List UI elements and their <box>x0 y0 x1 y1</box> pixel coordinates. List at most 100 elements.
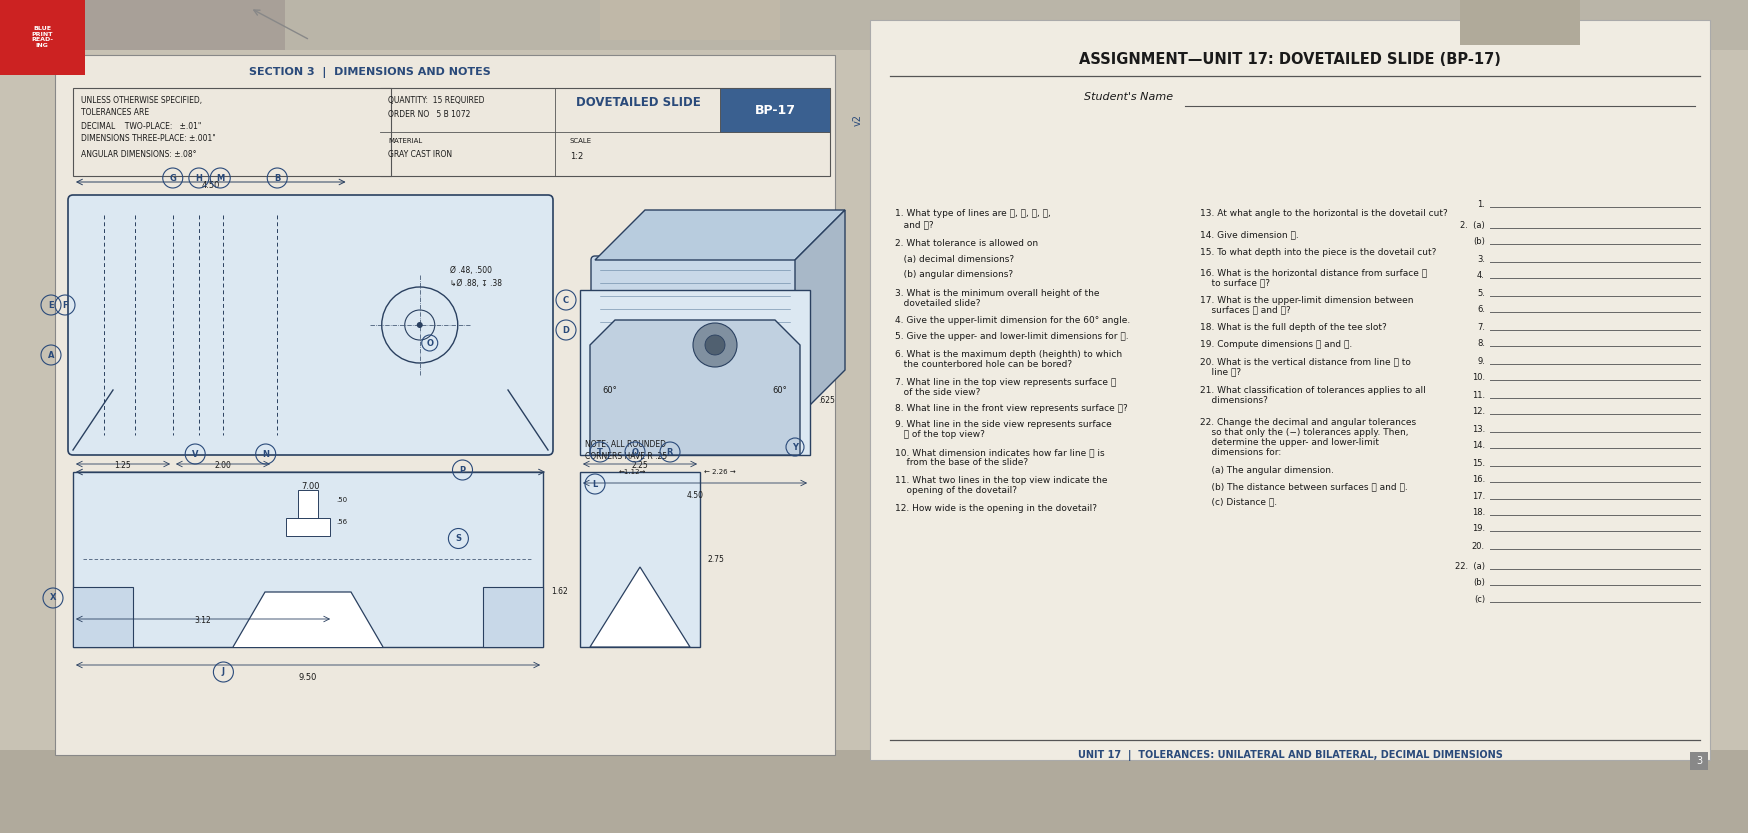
Text: 3.12: 3.12 <box>194 616 212 625</box>
Text: 15.: 15. <box>1472 459 1484 468</box>
Text: DIMENSIONS THREE-PLACE: ±.001": DIMENSIONS THREE-PLACE: ±.001" <box>80 134 215 143</box>
Text: 17. What is the upper-limit dimension between: 17. What is the upper-limit dimension be… <box>1199 296 1412 305</box>
Text: J: J <box>222 667 225 676</box>
FancyBboxPatch shape <box>68 195 552 455</box>
Text: 1.62: 1.62 <box>551 586 568 596</box>
Text: 60°: 60° <box>773 386 787 395</box>
Text: 22. Change the decimal and angular tolerances: 22. Change the decimal and angular toler… <box>1199 418 1416 426</box>
Text: 8.: 8. <box>1475 339 1484 348</box>
Text: C: C <box>563 296 568 305</box>
Text: 7.: 7. <box>1475 322 1484 332</box>
Text: (c) Distance Ⓟ.: (c) Distance Ⓟ. <box>1199 497 1276 506</box>
Text: M: M <box>217 173 224 182</box>
Text: T: T <box>596 447 603 456</box>
Text: 1. What type of lines are Ⓑ, Ⓒ, Ⓗ, ⓔ,: 1. What type of lines are Ⓑ, Ⓒ, Ⓗ, ⓔ, <box>895 209 1051 218</box>
Text: v2: v2 <box>853 114 862 126</box>
Text: ← 2.26 →: ← 2.26 → <box>704 469 736 475</box>
Bar <box>287 518 330 536</box>
Text: TOLERANCES ARE: TOLERANCES ARE <box>80 108 149 117</box>
Text: BLUE
PRINT
READ-
ING: BLUE PRINT READ- ING <box>31 26 52 48</box>
Bar <box>1689 752 1708 770</box>
Text: 3: 3 <box>1696 756 1701 766</box>
Bar <box>0 0 86 75</box>
Text: H: H <box>196 173 203 182</box>
Text: L: L <box>593 480 598 488</box>
Text: 12. How wide is the opening in the dovetail?: 12. How wide is the opening in the dovet… <box>895 504 1096 512</box>
Text: .56: .56 <box>336 519 346 525</box>
Text: 8. What line in the front view represents surface Ⓛ?: 8. What line in the front view represent… <box>895 404 1127 413</box>
Circle shape <box>692 323 736 367</box>
Bar <box>482 587 542 647</box>
Text: D: D <box>563 326 570 335</box>
Text: 5. Give the upper- and lower-limit dimensions for Ⓟ.: 5. Give the upper- and lower-limit dimen… <box>895 332 1127 342</box>
Text: 7.00: 7.00 <box>301 482 320 491</box>
Text: CORNERS HAVE R .25: CORNERS HAVE R .25 <box>584 452 666 461</box>
Bar <box>600 0 780 40</box>
Text: the counterbored hole can be bored?: the counterbored hole can be bored? <box>895 360 1072 369</box>
Text: 18. What is the full depth of the tee slot?: 18. What is the full depth of the tee sl… <box>1199 323 1386 332</box>
Text: 3. What is the minimum overall height of the: 3. What is the minimum overall height of… <box>895 289 1099 298</box>
Text: 3.: 3. <box>1475 255 1484 263</box>
Text: 2.75: 2.75 <box>708 555 724 563</box>
Text: 14.: 14. <box>1472 441 1484 450</box>
Bar <box>1460 0 1578 45</box>
Text: G: G <box>170 173 177 182</box>
Text: ANGULAR DIMENSIONS: ±.08°: ANGULAR DIMENSIONS: ±.08° <box>80 150 196 159</box>
Text: 16. What is the horizontal distance from surface Ⓡ: 16. What is the horizontal distance from… <box>1199 268 1426 277</box>
Text: 60°: 60° <box>603 386 617 395</box>
Text: X: X <box>49 593 56 602</box>
Text: 2.  (a): 2. (a) <box>1460 221 1484 230</box>
Text: 10.: 10. <box>1472 373 1484 382</box>
Text: Ⓐ of the top view?: Ⓐ of the top view? <box>895 431 984 440</box>
Text: S: S <box>454 534 461 543</box>
Polygon shape <box>795 210 844 420</box>
Polygon shape <box>594 210 844 260</box>
Bar <box>580 472 699 647</box>
Text: 4.: 4. <box>1477 271 1484 280</box>
Text: 19. Compute dimensions Ⓟ and Ⓡ.: 19. Compute dimensions Ⓟ and Ⓡ. <box>1199 340 1351 349</box>
Text: UNLESS OTHERWISE SPECIFIED,: UNLESS OTHERWISE SPECIFIED, <box>80 96 203 105</box>
Text: 14. Give dimension ⓨ.: 14. Give dimension ⓨ. <box>1199 230 1299 239</box>
Text: F: F <box>63 301 68 310</box>
Text: 7. What line in the top view represents surface Ⓛ: 7. What line in the top view represents … <box>895 377 1115 387</box>
Text: 20.: 20. <box>1472 542 1484 551</box>
Text: A: A <box>47 351 54 360</box>
Text: .50: .50 <box>336 497 346 503</box>
Bar <box>0 750 1748 833</box>
Bar <box>73 88 392 176</box>
Text: ASSIGNMENT—UNIT 17: DOVETAILED SLIDE (BP-17): ASSIGNMENT—UNIT 17: DOVETAILED SLIDE (BP… <box>1079 52 1500 67</box>
Bar <box>54 55 834 755</box>
Text: GRAY CAST IRON: GRAY CAST IRON <box>388 150 453 159</box>
Text: 2. What tolerance is allowed on: 2. What tolerance is allowed on <box>895 239 1038 248</box>
Text: QUANTITY:  15 REQUIRED: QUANTITY: 15 REQUIRED <box>388 96 484 105</box>
Text: from the base of the slide?: from the base of the slide? <box>895 458 1028 467</box>
Text: 6. What is the maximum depth (heighth) to which: 6. What is the maximum depth (heighth) t… <box>895 350 1122 359</box>
Bar <box>73 587 133 647</box>
Text: SECTION 3  |  DIMENSIONS AND NOTES: SECTION 3 | DIMENSIONS AND NOTES <box>248 67 491 77</box>
Circle shape <box>416 322 423 328</box>
Text: determine the upper- and lower-limit: determine the upper- and lower-limit <box>1199 438 1377 447</box>
Text: E: E <box>49 301 54 310</box>
Text: 20. What is the vertical distance from line Ⓝ to: 20. What is the vertical distance from l… <box>1199 357 1411 367</box>
Bar <box>720 88 830 132</box>
Polygon shape <box>232 592 383 647</box>
Text: 1.: 1. <box>1477 201 1484 209</box>
Text: 5.: 5. <box>1477 289 1484 297</box>
Text: (a) The angular dimension.: (a) The angular dimension. <box>1199 466 1334 475</box>
Text: to surface Ⓣ?: to surface Ⓣ? <box>1199 278 1269 287</box>
Text: 6.: 6. <box>1475 305 1484 314</box>
Text: ↳Ø .88, ↧ .38: ↳Ø .88, ↧ .38 <box>449 278 502 287</box>
Text: O: O <box>427 338 434 347</box>
Text: (b) angular dimensions?: (b) angular dimensions? <box>895 271 1012 279</box>
Bar <box>0 0 1748 50</box>
Text: 2.25: 2.25 <box>631 461 649 470</box>
Text: 22.  (a): 22. (a) <box>1454 562 1484 571</box>
Text: Student's Name: Student's Name <box>1084 92 1180 102</box>
Text: .625: .625 <box>818 396 834 405</box>
Text: (b) The distance between surfaces Ⓕ and Ⓡ.: (b) The distance between surfaces Ⓕ and … <box>1199 482 1407 491</box>
Text: 12.: 12. <box>1472 407 1484 416</box>
Text: 2.00: 2.00 <box>215 461 231 470</box>
Text: so that only the (−) tolerances apply. Then,: so that only the (−) tolerances apply. T… <box>1199 428 1407 437</box>
Text: 11. What two lines in the top view indicate the: 11. What two lines in the top view indic… <box>895 476 1106 485</box>
Bar <box>869 20 1710 760</box>
